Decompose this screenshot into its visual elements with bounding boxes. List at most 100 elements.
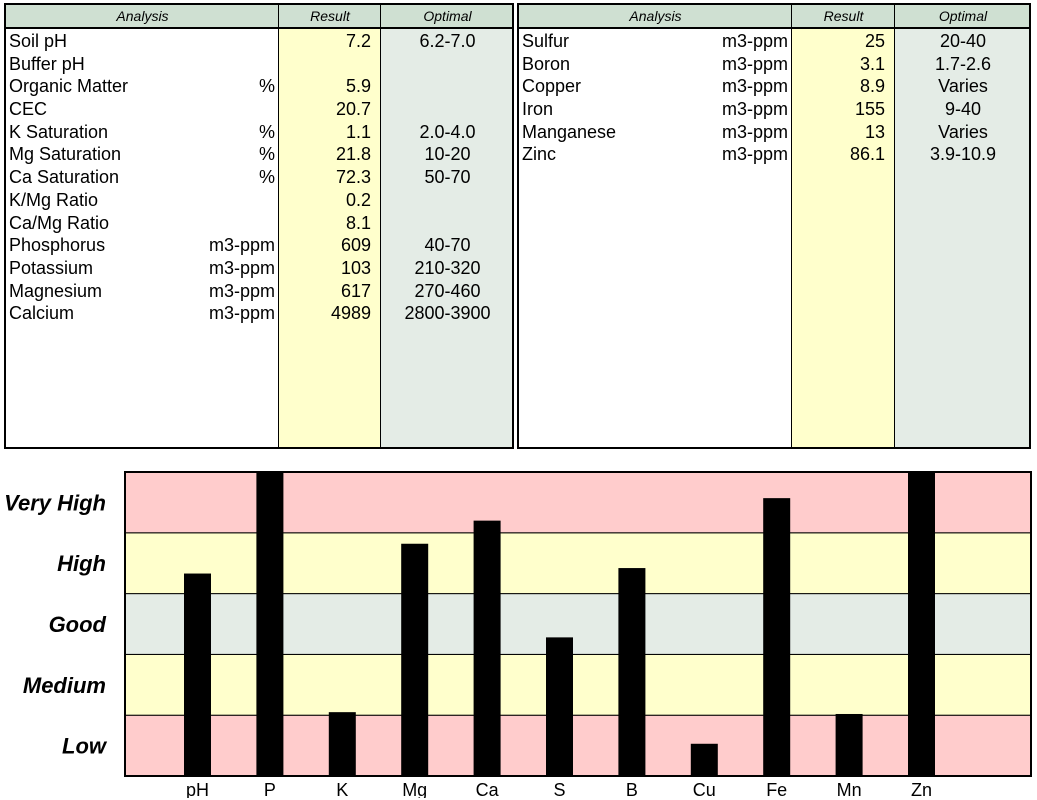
column-divider xyxy=(791,5,792,447)
row-name: Ca/Mg Ratio xyxy=(9,212,110,233)
row-unit: m3-ppm xyxy=(208,235,275,256)
row-optimal: Varies xyxy=(938,121,988,142)
row-optimal: 270-460 xyxy=(414,280,481,301)
table-row: Manganese m3-ppm 13 Varies xyxy=(519,121,1029,144)
row-result: 7.2 xyxy=(345,31,371,51)
row-result: 1.1 xyxy=(345,121,371,142)
header-result: Result xyxy=(310,8,350,24)
table-row: Iron m3-ppm 155 9-40 xyxy=(519,98,1029,121)
header-optimal: Optimal xyxy=(423,8,472,24)
column-divider xyxy=(380,5,381,447)
row-name: Soil pH xyxy=(9,31,68,51)
y-tick-label: Good xyxy=(49,612,107,637)
table-row: Ca/Mg Ratio 8.1 xyxy=(6,212,512,235)
bar-b xyxy=(618,568,646,776)
table-row: Phosphorus m3-ppm 609 40-70 xyxy=(6,234,512,257)
x-tick-label: Mn xyxy=(837,780,862,798)
table-row: Soil pH 7.2 6.2-7.0 xyxy=(6,30,512,53)
table-row: Organic Matter% 5.9 xyxy=(6,75,512,98)
row-result: 8.1 xyxy=(345,212,371,233)
table-header: Analysis Result Optimal xyxy=(519,5,1029,29)
table-row: Magnesium m3-ppm 617 270-460 xyxy=(6,280,512,303)
y-tick-label: Medium xyxy=(23,673,106,698)
x-tick-label: pH xyxy=(186,780,209,798)
table-row: Potassium m3-ppm 103 210-320 xyxy=(6,257,512,280)
row-result: 5.9 xyxy=(345,76,371,97)
row-result: 8.9 xyxy=(859,76,885,97)
x-tick-label: Ca xyxy=(476,780,500,798)
row-optimal: 9-40 xyxy=(944,99,982,120)
table-row: CEC 20.7 xyxy=(6,98,512,121)
row-unit: m3-ppm xyxy=(721,144,788,165)
row-name: Mg Saturation xyxy=(9,144,122,165)
row-optimal: 2.0-4.0 xyxy=(419,121,476,142)
x-tick-label: K xyxy=(336,780,348,798)
y-axis-labels: Low Medium Good High Very High xyxy=(4,490,108,758)
table-row: Ca Saturation% 72.3 50-70 xyxy=(6,166,512,189)
row-optimal: 50-70 xyxy=(424,167,471,188)
row-optimal: 1.7-2.6 xyxy=(934,53,992,74)
row-optimal: Varies xyxy=(938,76,988,97)
column-divider xyxy=(278,5,279,447)
header-analysis: Analysis xyxy=(116,8,169,24)
row-unit: % xyxy=(258,167,275,188)
row-optimal: 2800-3900 xyxy=(404,303,491,324)
row-optimal: 10-20 xyxy=(424,144,471,165)
plot-border xyxy=(124,471,1032,777)
row-result: 617 xyxy=(340,280,371,301)
bar-fe xyxy=(763,498,791,776)
table-header: Analysis Result Optimal xyxy=(6,5,512,29)
result-column-bg xyxy=(792,5,895,447)
bars xyxy=(184,472,935,776)
row-result: 103 xyxy=(340,257,371,278)
x-axis-labels: pH P K Mg Ca S B Cu Fe Mn Zn xyxy=(186,780,932,798)
row-result: 20.7 xyxy=(335,99,371,120)
row-name: Calcium xyxy=(9,303,75,324)
row-result: 25 xyxy=(864,31,885,51)
row-name: Zinc xyxy=(522,144,557,165)
bar-s xyxy=(546,637,573,776)
row-name: Iron xyxy=(522,99,554,120)
right-analysis-table: Analysis Result Optimal Sulfur m3-ppm 25 20… xyxy=(517,3,1031,449)
bar-p xyxy=(256,472,284,776)
x-tick-label: Mg xyxy=(402,780,427,798)
row-result: 72.3 xyxy=(335,167,371,188)
row-result: 0.2 xyxy=(345,189,371,210)
row-optimal: 3.9-10.9 xyxy=(929,144,997,165)
row-name: Boron xyxy=(522,53,571,74)
row-name: Manganese xyxy=(522,121,617,142)
row-name: K/Mg Ratio xyxy=(9,189,99,210)
y-tick-label: Very High xyxy=(4,490,106,515)
row-result: 4989 xyxy=(330,303,371,324)
table-row: Copper m3-ppm 8.9 Varies xyxy=(519,75,1029,98)
row-name: Copper xyxy=(522,76,582,97)
row-result: 609 xyxy=(340,235,371,256)
y-tick-label: Low xyxy=(62,734,108,759)
table-row: Mg Saturation% 21.8 10-20 xyxy=(6,143,512,166)
row-unit: m3-ppm xyxy=(721,99,788,120)
row-result: 86.1 xyxy=(849,144,885,165)
row-result: 13 xyxy=(864,121,885,142)
row-unit: m3-ppm xyxy=(208,257,275,278)
table-body: Soil pH 7.2 6.2-7.0 Buffer pH Organic Matter… xyxy=(6,30,512,325)
table-body: Sulfur m3-ppm 25 20-40 Boron m3-ppm 3.1 1.7-2.6… xyxy=(519,30,1029,166)
table-row: Boron m3-ppm 3.1 1.7-2.6 xyxy=(519,53,1029,76)
x-tick-label: Cu xyxy=(693,780,716,798)
row-unit: % xyxy=(258,144,275,165)
row-name: Organic Matter xyxy=(9,76,129,97)
row-name: Sulfur xyxy=(522,31,570,51)
row-result: 155 xyxy=(854,99,885,120)
header-optimal: Optimal xyxy=(938,8,988,24)
row-result: 21.8 xyxy=(335,144,371,165)
bar-mg xyxy=(401,543,429,776)
row-optimal: 40-70 xyxy=(424,235,471,256)
x-tick-label: B xyxy=(626,780,638,798)
optimal-column-bg xyxy=(381,5,512,447)
row-name: Magnesium xyxy=(9,280,103,301)
row-optimal: 210-320 xyxy=(414,257,481,278)
row-name: K Saturation xyxy=(9,121,109,142)
column-divider xyxy=(894,5,895,447)
row-unit: m3-ppm xyxy=(721,121,788,142)
x-tick-label: P xyxy=(264,780,276,798)
row-unit: m3-ppm xyxy=(208,280,275,301)
